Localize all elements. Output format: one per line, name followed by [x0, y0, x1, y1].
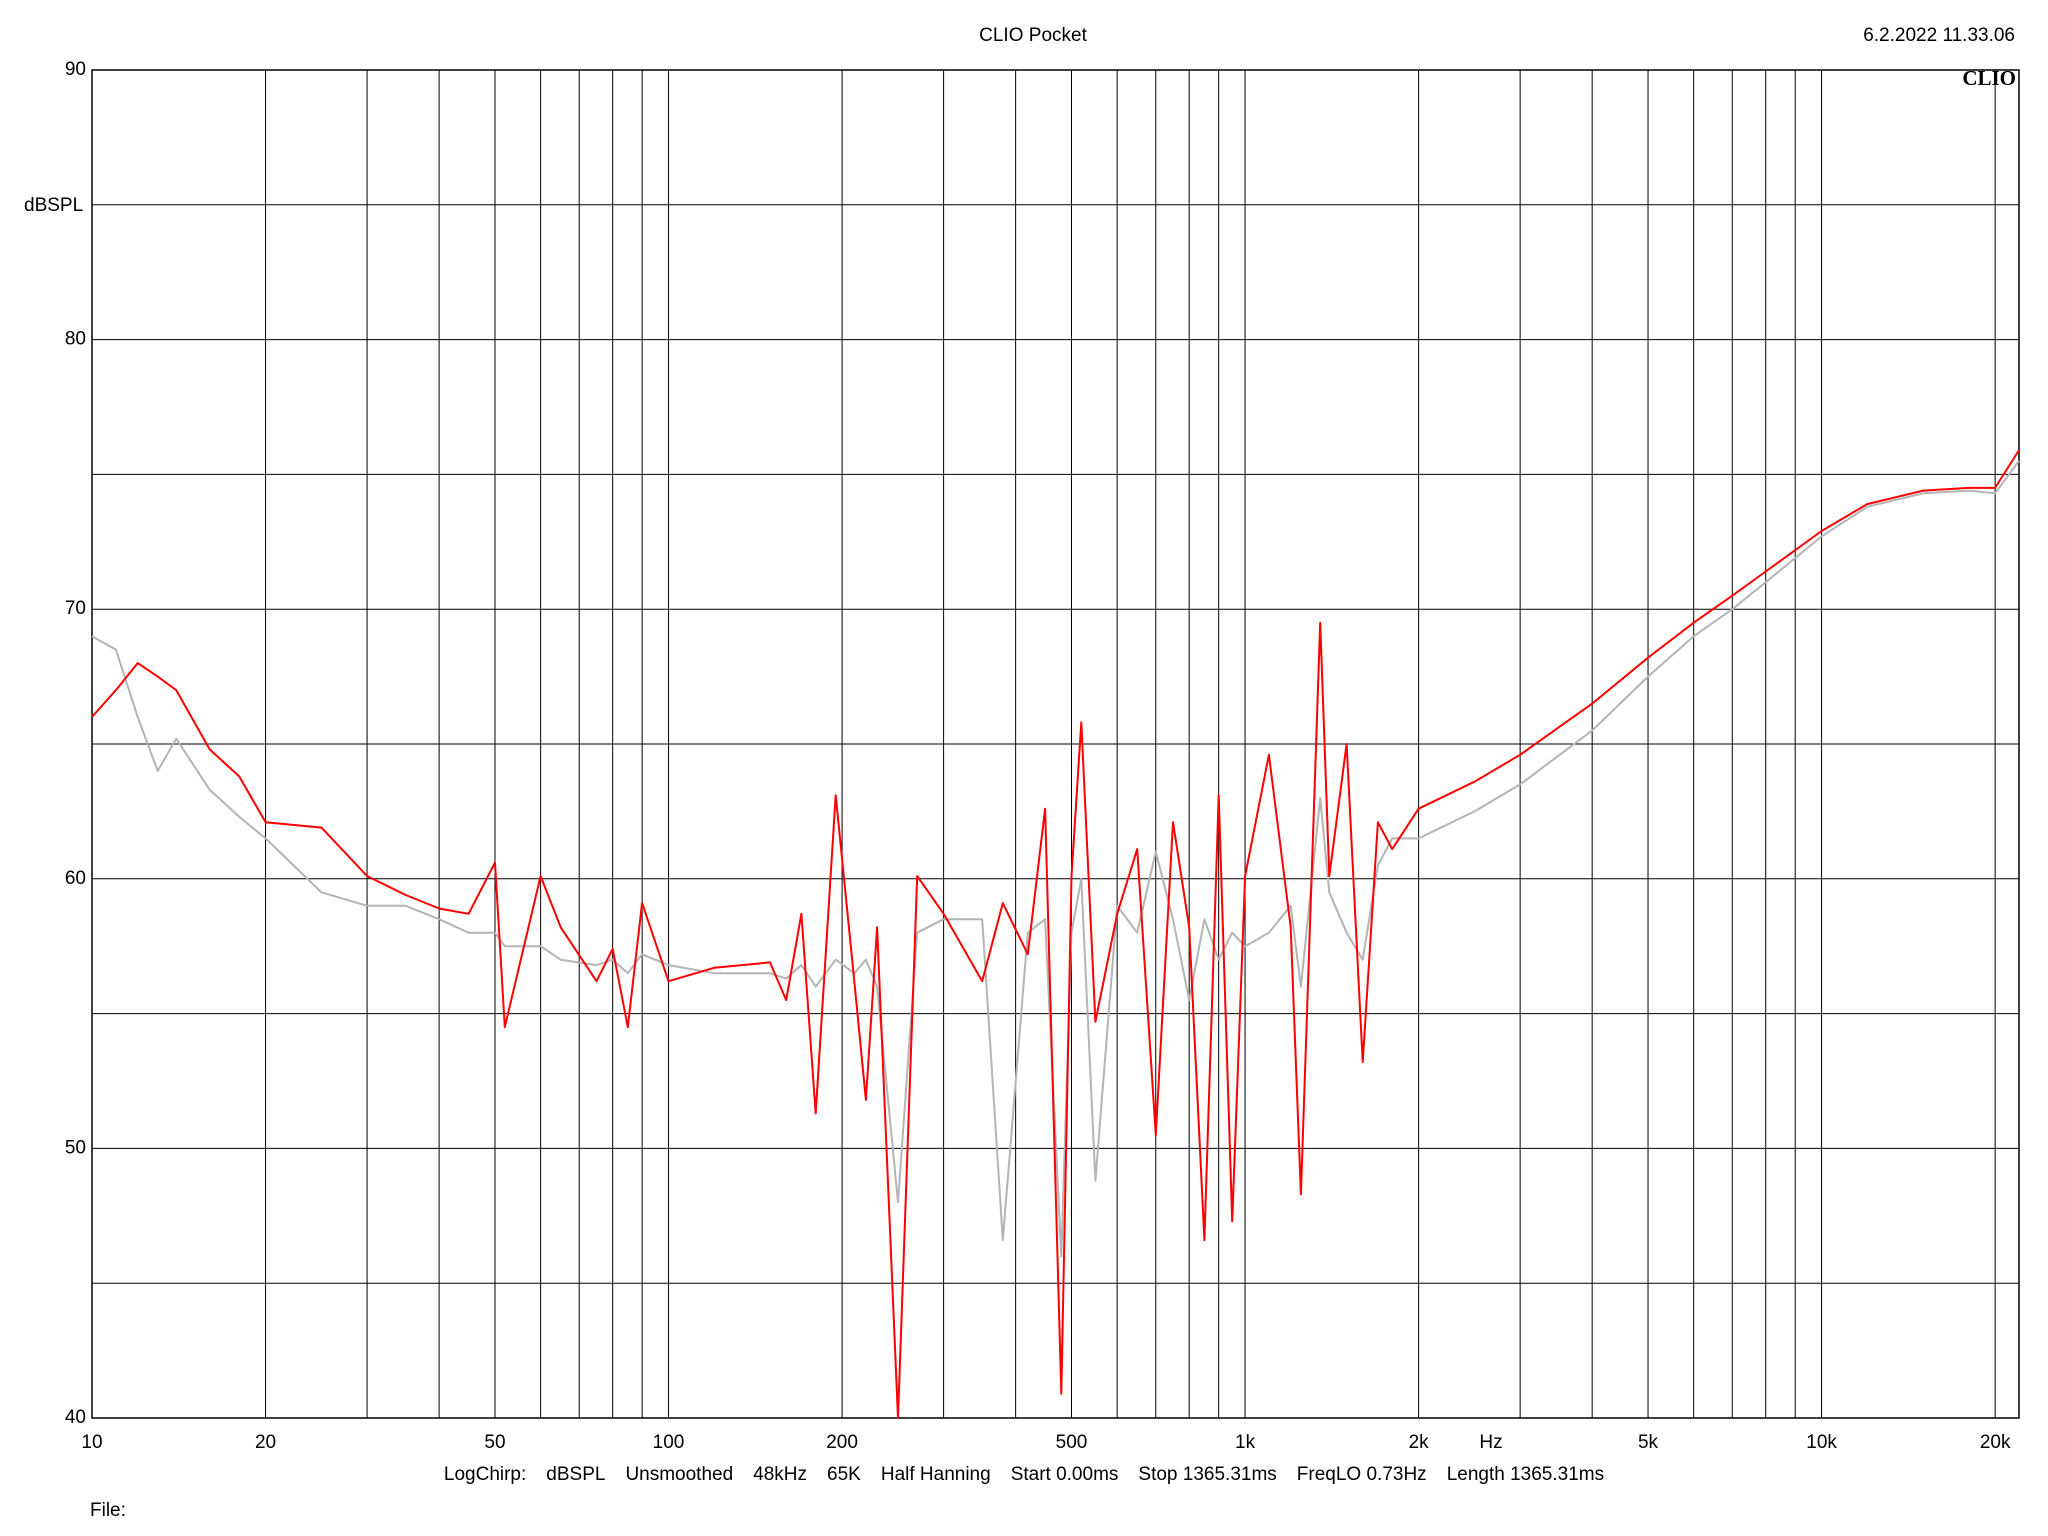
timestamp: 6.2.2022 11.33.06 — [1863, 25, 2015, 46]
info-item: Stop 1365.31ms — [1138, 1464, 1277, 1485]
y-tick-label: 90 — [65, 59, 86, 80]
info-item: 48kHz — [753, 1464, 808, 1485]
y-tick-label: 60 — [65, 868, 86, 889]
x-tick-label: 100 — [653, 1432, 685, 1453]
y-tick-label: 80 — [65, 329, 86, 350]
x-tick-label: 200 — [826, 1432, 858, 1453]
y-tick-label: 70 — [65, 598, 86, 619]
info-item: 65K — [827, 1464, 861, 1485]
x-tick-label: 2k — [1409, 1432, 1430, 1453]
info-item: Half Hanning — [880, 1464, 991, 1485]
info-bar: LogChirp: dBSPL Unsmoothed 48kHz 65K Half Han… — [0, 1464, 2048, 1486]
x-tick-label: 5k — [1638, 1432, 1659, 1453]
series-line — [91, 449, 2020, 1419]
x-tick-label: 1k — [1235, 1432, 1256, 1453]
x-tick-label: 20k — [1980, 1432, 2011, 1453]
file-label: File: — [90, 1500, 126, 1521]
info-item: Unsmoothed — [625, 1464, 734, 1485]
x-tick-label: 10k — [1806, 1432, 1837, 1453]
x-tick-label: 20 — [255, 1432, 276, 1453]
y-tick-label: 50 — [65, 1137, 86, 1158]
x-tick-label: 50 — [484, 1432, 505, 1453]
chart-title: CLIO Pocket — [979, 25, 1087, 46]
info-item: Length 1365.31ms — [1446, 1464, 1605, 1485]
info-item: FreqLO 0.73Hz — [1296, 1464, 1427, 1485]
plot-frame — [91, 69, 2020, 1419]
info-item: dBSPL — [546, 1464, 606, 1485]
info-item: Start 0.00ms — [1010, 1464, 1119, 1485]
series-line — [91, 460, 2020, 1258]
x-tick-label: 10 — [81, 1432, 102, 1453]
info-item: LogChirp: — [443, 1464, 527, 1485]
y-axis-label: dBSPL — [24, 195, 83, 216]
x-tick-label: 500 — [1056, 1432, 1088, 1453]
y-tick-label: 40 — [65, 1407, 86, 1428]
x-axis-label: Hz — [1479, 1432, 1502, 1453]
